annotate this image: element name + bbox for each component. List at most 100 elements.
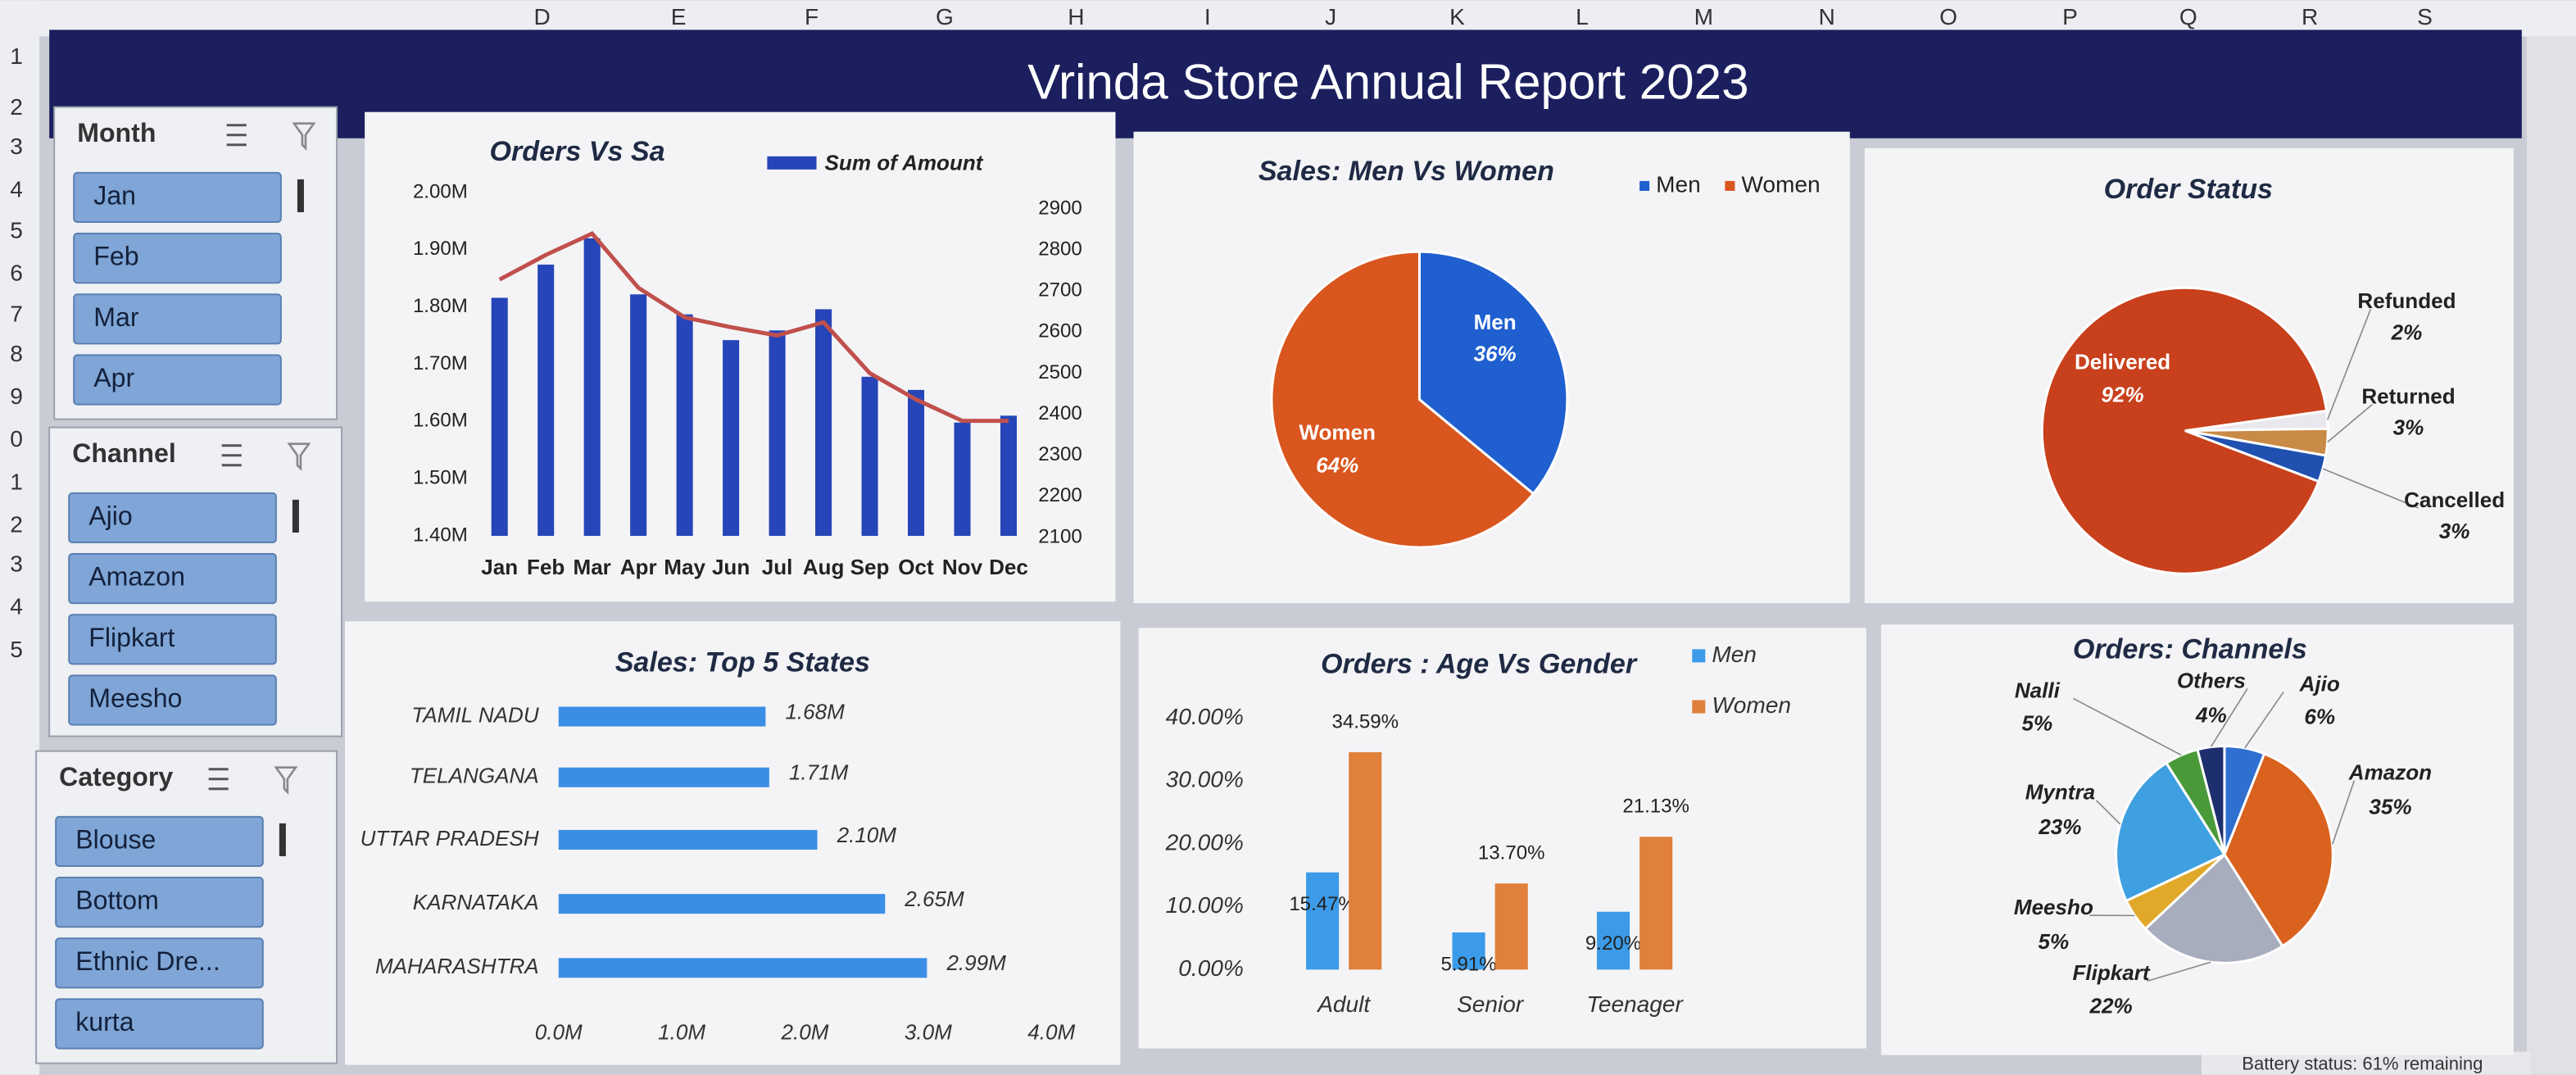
data-label: 2.10M: [837, 823, 897, 847]
y-tick-label: 1.40M: [413, 524, 468, 546]
bar: [861, 376, 878, 536]
pie-slice: [2223, 751, 2334, 948]
scrollbar[interactable]: [2526, 36, 2576, 1075]
chart-title: Orders Vs Sa: [490, 136, 665, 167]
slicer-button[interactable]: [68, 553, 277, 605]
bar: [558, 767, 769, 787]
column-header: E: [671, 4, 687, 29]
y-tick-label: MAHARASHTRA: [375, 954, 539, 978]
slicer-item: Jan: [93, 180, 136, 210]
slicer-button[interactable]: [68, 492, 277, 544]
y-tick-label: KARNATAKA: [413, 890, 539, 914]
y-tick-label: TELANGANA: [410, 764, 539, 788]
row-header: 1: [10, 469, 23, 494]
slicer-button[interactable]: [73, 171, 282, 224]
x-tick-label: Teenager: [1586, 991, 1684, 1017]
slicer-button[interactable]: [55, 998, 264, 1050]
pie-slice: [1270, 250, 1535, 549]
column-header: J: [1325, 4, 1336, 29]
data-label: 2.65M: [904, 887, 964, 911]
y-tick-label: 1.80M: [413, 295, 468, 317]
dashboard-title: Vrinda Store Annual Report 2023: [1027, 54, 1748, 109]
row-header: 6: [10, 261, 23, 286]
x-tick-label: Dec: [989, 555, 1028, 579]
data-label: 9.20%: [1585, 932, 1641, 955]
slicer-item: Meesho: [88, 683, 182, 713]
slicer-button[interactable]: [68, 674, 277, 726]
y-tick-label: 40.00%: [1166, 704, 1244, 729]
row-header: 8: [10, 341, 23, 366]
slicer-button[interactable]: [55, 877, 264, 928]
line: [498, 230, 1009, 424]
y2-tick-label: 2700: [1038, 279, 1082, 302]
bar: [537, 264, 555, 536]
slicer-button[interactable]: [73, 293, 282, 345]
column-header: R: [2302, 4, 2318, 29]
row-header: 3: [10, 134, 23, 159]
chart-title: Sales: Top 5 States: [615, 646, 870, 678]
multi-select-icon[interactable]: [221, 444, 242, 467]
clear-filter-icon[interactable]: [292, 122, 316, 151]
data-label-name: Ajio: [2299, 671, 2340, 696]
multi-select-icon[interactable]: [226, 124, 247, 147]
bar: [1596, 911, 1630, 970]
data-label-value: 64%: [1316, 453, 1358, 478]
x-tick-label: 4.0M: [1027, 1019, 1075, 1044]
data-label-value: 2%: [2391, 320, 2423, 344]
slicer-item: Ajio: [88, 501, 132, 530]
leader-line: [2095, 800, 2121, 825]
leader-line: [2331, 780, 2356, 845]
bar: [1639, 837, 1673, 970]
y2-tick-label: 2800: [1038, 238, 1082, 260]
bar: [1000, 415, 1017, 536]
slicer-title: Category: [59, 762, 173, 792]
slicer-item: Amazon: [88, 562, 185, 592]
data-label: 15.47%: [1289, 893, 1356, 915]
data-label-name: Cancelled: [2404, 488, 2505, 512]
y-tick-label: 0.00%: [1178, 955, 1244, 981]
slicer-button[interactable]: [73, 354, 282, 406]
data-label-value: 3%: [2439, 519, 2470, 543]
data-label-value: 35%: [2369, 795, 2411, 819]
slicer-button[interactable]: [68, 614, 277, 665]
multi-select-icon[interactable]: [208, 768, 229, 791]
slicer-item: Ethnic Dre...: [75, 946, 220, 976]
clear-filter-icon[interactable]: [287, 442, 311, 471]
x-tick-label: Feb: [527, 555, 565, 579]
bar: [558, 894, 886, 914]
data-label-value: 4%: [2195, 702, 2227, 727]
status-text: Battery status: 61% remaining: [2242, 1053, 2483, 1073]
bar: [1494, 883, 1528, 970]
chart-title: Orders : Age Vs Gender: [1321, 648, 1638, 679]
column-header: D: [534, 4, 551, 29]
bar: [558, 829, 818, 850]
slicer-scrollbar: [292, 499, 299, 533]
row-header: 7: [10, 302, 23, 327]
y2-tick-label: 2900: [1038, 197, 1082, 219]
column-header: Q: [2179, 4, 2197, 29]
bar: [630, 294, 647, 536]
data-label: 34.59%: [1331, 710, 1399, 733]
slicer-button[interactable]: [55, 815, 264, 868]
column-header: M: [1694, 4, 1713, 29]
slicer-button[interactable]: [73, 233, 282, 284]
chart-panel: [365, 111, 1116, 602]
clear-filter-icon[interactable]: [274, 766, 298, 795]
bar: [491, 297, 508, 536]
bar: [907, 389, 925, 536]
data-label-value: 5%: [2021, 710, 2052, 735]
bar: [769, 330, 786, 536]
x-tick-label: Adult: [1316, 991, 1371, 1017]
slicer-button[interactable]: [55, 937, 264, 989]
y-tick-label: 30.00%: [1166, 767, 1244, 792]
y-tick-label: 10.00%: [1166, 892, 1244, 918]
row-header-bar: [0, 0, 40, 1075]
leader-line: [2327, 403, 2373, 443]
x-tick-label: May: [664, 555, 705, 579]
data-label-value: 23%: [2038, 814, 2081, 839]
x-tick-label: Nov: [942, 555, 983, 579]
row-header: 0: [10, 426, 23, 451]
leader-line: [2326, 308, 2372, 420]
data-label-name: Nalli: [2015, 678, 2061, 702]
